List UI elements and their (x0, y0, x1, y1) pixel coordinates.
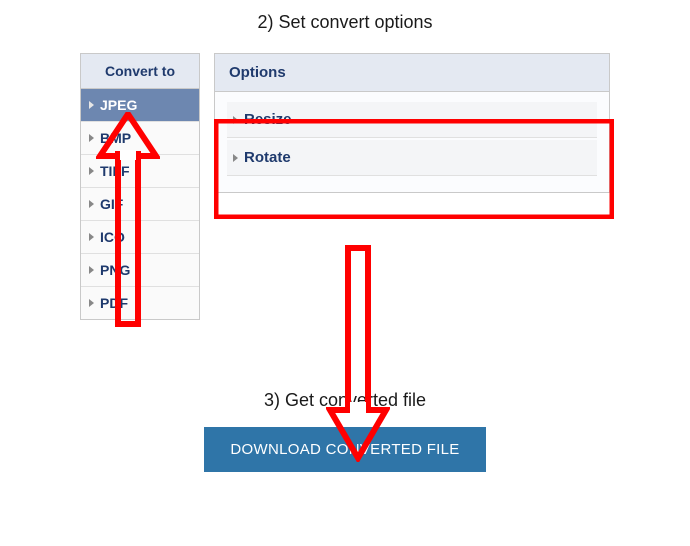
chevron-right-icon (89, 200, 94, 208)
sidebar-item-tiff[interactable]: TIFF (81, 155, 199, 188)
sidebar-item-label: TIFF (100, 163, 130, 179)
step3-block: 3) Get converted file DOWNLOAD CONVERTED… (0, 390, 690, 472)
chevron-right-icon (89, 134, 94, 142)
step3-heading: 3) Get converted file (0, 390, 690, 411)
sidebar-item-label: ICO (100, 229, 125, 245)
chevron-right-icon (89, 266, 94, 274)
sidebar-item-ico[interactable]: ICO (81, 221, 199, 254)
options-panel: Options Resize Rotate (214, 53, 610, 193)
chevron-right-icon (233, 116, 238, 124)
options-row-rotate[interactable]: Rotate (227, 140, 597, 176)
options-header: Options (215, 54, 609, 92)
step2-heading: 2) Set convert options (0, 12, 690, 33)
chevron-right-icon (89, 299, 94, 307)
download-button[interactable]: DOWNLOAD CONVERTED FILE (204, 427, 485, 472)
sidebar-item-bmp[interactable]: BMP (81, 122, 199, 155)
options-row-label: Resize (244, 111, 292, 128)
sidebar-item-label: BMP (100, 130, 131, 146)
sidebar-item-gif[interactable]: GIF (81, 188, 199, 221)
panels-row: Convert to JPEG BMP TIFF GIF ICO PNG PDF (0, 53, 690, 320)
sidebar-item-label: GIF (100, 196, 123, 212)
sidebar-item-pdf[interactable]: PDF (81, 287, 199, 319)
sidebar-item-jpeg[interactable]: JPEG (81, 89, 199, 122)
chevron-right-icon (233, 154, 238, 162)
chevron-right-icon (89, 167, 94, 175)
sidebar-item-label: PDF (100, 295, 128, 311)
chevron-right-icon (89, 101, 94, 109)
options-row-label: Rotate (244, 149, 291, 166)
options-row-resize[interactable]: Resize (227, 102, 597, 138)
convert-to-sidebar: Convert to JPEG BMP TIFF GIF ICO PNG PDF (80, 53, 200, 320)
chevron-right-icon (89, 233, 94, 241)
options-body: Resize Rotate (215, 92, 609, 192)
sidebar-header: Convert to (81, 54, 199, 89)
sidebar-item-png[interactable]: PNG (81, 254, 199, 287)
sidebar-item-label: PNG (100, 262, 130, 278)
sidebar-item-label: JPEG (100, 97, 137, 113)
